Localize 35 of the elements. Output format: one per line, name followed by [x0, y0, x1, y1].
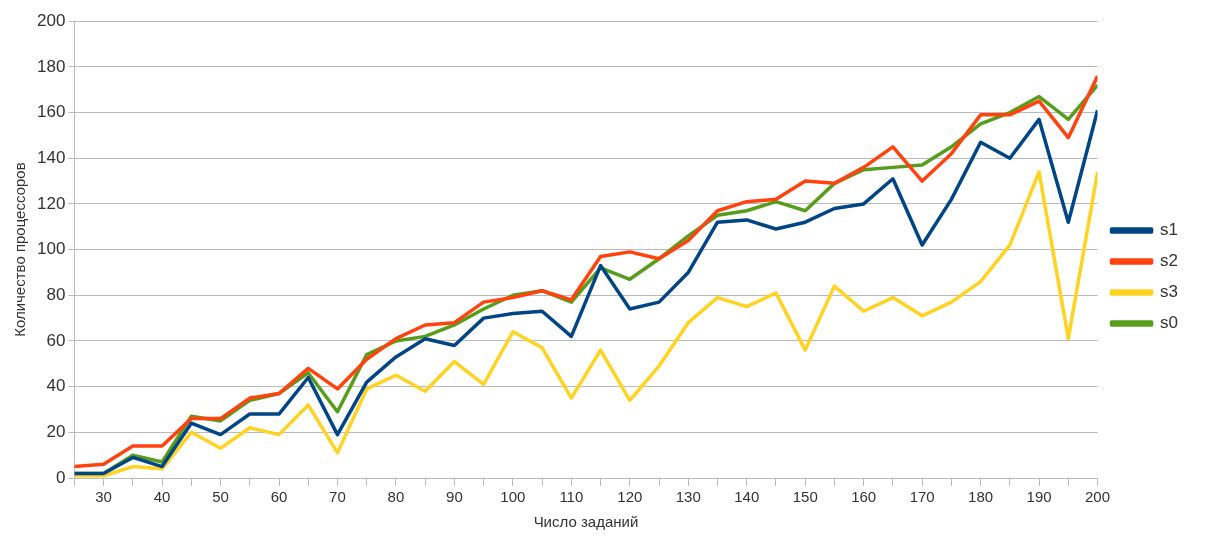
x-tick-label: 150: [792, 488, 818, 506]
y-tick-label: 60: [46, 330, 66, 350]
legend-label: s3: [1160, 282, 1179, 302]
y-tick-label: 20: [46, 422, 66, 442]
y-tick-label: 100: [36, 239, 66, 259]
x-tick-label: 80: [387, 488, 405, 506]
y-tick-label: 80: [46, 284, 66, 304]
legend-label: s2: [1160, 251, 1179, 271]
y-tick-label: 140: [36, 147, 66, 167]
y-tick-label: 200: [36, 10, 66, 30]
x-tick-label: 100: [500, 488, 526, 506]
x-tick-label: 130: [675, 488, 701, 506]
x-tick-label: 50: [212, 488, 229, 506]
x-tick-label: 110: [559, 488, 584, 506]
x-tick-label: 170: [909, 488, 935, 506]
y-tick-label: 160: [36, 102, 66, 122]
x-tick-label: 40: [153, 488, 171, 506]
x-tick-label: 180: [968, 488, 994, 506]
y-tick-label: 180: [36, 56, 66, 76]
legend-label: s1: [1160, 220, 1179, 240]
x-tick-label: 90: [446, 488, 463, 506]
x-tick-label: 70: [329, 488, 346, 506]
x-tick-label: 30: [95, 488, 112, 506]
y-tick-label: 40: [46, 376, 66, 396]
x-tick-label: 160: [851, 488, 877, 506]
y-tick-label: 120: [36, 193, 66, 213]
x-tick-label: 60: [270, 488, 288, 506]
legend-label: s0: [1160, 313, 1179, 333]
x-axis-title: Число заданий: [533, 513, 639, 531]
x-tick-label: 120: [617, 488, 643, 506]
y-axis-title: Количество процессоров: [11, 162, 29, 337]
x-tick-label: 190: [1026, 488, 1052, 506]
x-tick-label: 140: [734, 488, 760, 506]
y-tick-label: 0: [55, 467, 66, 487]
x-tick-label: 200: [1085, 488, 1111, 506]
